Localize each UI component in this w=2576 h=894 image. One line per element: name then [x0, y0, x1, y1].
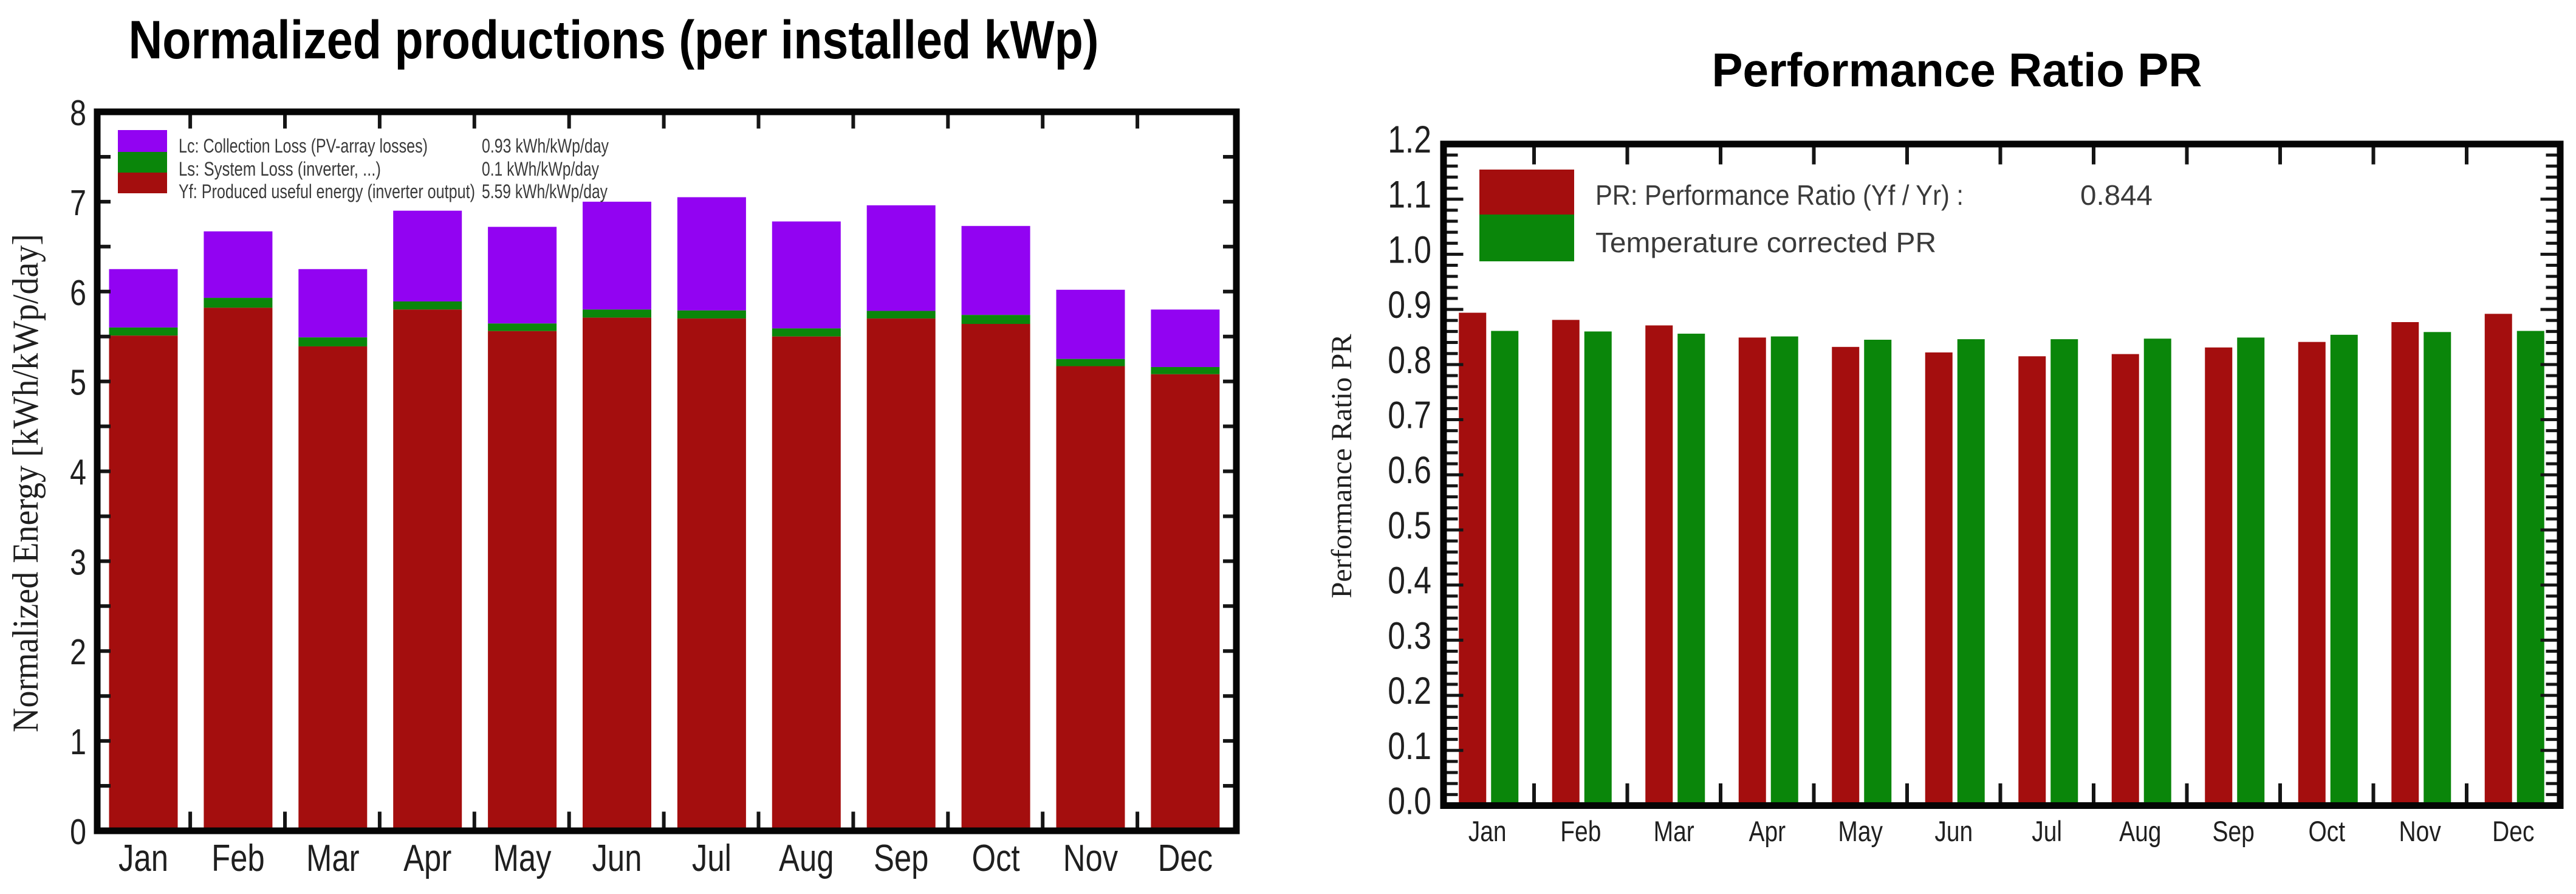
- svg-text:0.7: 0.7: [1388, 394, 1431, 437]
- svg-text:Apr: Apr: [403, 837, 451, 879]
- svg-text:Performance Ratio PR: Performance Ratio PR: [1326, 334, 1358, 599]
- svg-text:0.8: 0.8: [1388, 339, 1431, 382]
- svg-text:Normalized Energy [kWh/kWp/day: Normalized Energy [kWh/kWp/day]: [5, 234, 46, 732]
- svg-text:0.4: 0.4: [1388, 560, 1431, 602]
- svg-text:1: 1: [70, 722, 86, 762]
- svg-text:0.0: 0.0: [1388, 780, 1431, 823]
- svg-text:0.93 kWh/kWp/day: 0.93 kWh/kWp/day: [482, 135, 609, 157]
- svg-text:Lc: Collection Loss (PV-array: Lc: Collection Loss (PV-array losses): [179, 135, 428, 157]
- svg-text:Dec: Dec: [2492, 816, 2534, 848]
- svg-text:Ls: System Loss (inverter, ..: Ls: System Loss (inverter, ...): [179, 158, 381, 180]
- svg-text:6: 6: [70, 273, 86, 313]
- svg-text:May: May: [1838, 816, 1883, 848]
- svg-text:Mar: Mar: [306, 837, 360, 879]
- svg-text:0.1 kWh/kWp/day: 0.1 kWh/kWp/day: [482, 158, 599, 180]
- svg-text:Sep: Sep: [874, 837, 929, 879]
- svg-text:Jul: Jul: [2032, 816, 2062, 848]
- svg-text:Oct: Oct: [972, 837, 1020, 879]
- svg-text:Temperature corrected PR: Temperature corrected PR: [1595, 227, 1936, 258]
- svg-text:Jun: Jun: [1934, 816, 1973, 848]
- svg-text:Oct: Oct: [2309, 816, 2346, 848]
- svg-text:1.0: 1.0: [1388, 229, 1431, 271]
- svg-text:May: May: [493, 837, 552, 879]
- svg-text:Mar: Mar: [1654, 816, 1694, 848]
- svg-text:Aug: Aug: [779, 837, 834, 879]
- svg-text:Dec: Dec: [1158, 837, 1213, 879]
- svg-text:Jan: Jan: [1468, 816, 1507, 848]
- svg-text:Nov: Nov: [1063, 837, 1118, 879]
- svg-text:Feb: Feb: [211, 837, 265, 879]
- svg-text:Apr: Apr: [1749, 816, 1786, 848]
- svg-text:0.2: 0.2: [1388, 670, 1431, 712]
- svg-text:0.3: 0.3: [1388, 614, 1431, 657]
- svg-text:1.1: 1.1: [1388, 174, 1431, 216]
- svg-text:3: 3: [70, 542, 86, 582]
- svg-text:Jul: Jul: [692, 837, 731, 879]
- svg-text:PR: Performance Ratio (Yf / Yr: PR: Performance Ratio (Yf / Yr) :: [1595, 179, 1964, 211]
- svg-text:Sep: Sep: [2213, 816, 2255, 848]
- svg-text:Feb: Feb: [1560, 816, 1601, 848]
- svg-text:Normalized productions (per in: Normalized productions (per installed kW…: [129, 9, 1099, 70]
- svg-text:Nov: Nov: [2399, 816, 2441, 848]
- svg-text:Jun: Jun: [592, 837, 642, 879]
- svg-text:1.2: 1.2: [1388, 119, 1431, 161]
- svg-text:0.1: 0.1: [1388, 725, 1431, 768]
- svg-text:0.6: 0.6: [1388, 449, 1431, 492]
- svg-text:Jan: Jan: [118, 837, 168, 879]
- svg-text:2: 2: [70, 632, 86, 672]
- svg-text:7: 7: [70, 183, 86, 223]
- svg-text:5: 5: [70, 363, 86, 403]
- svg-text:0.9: 0.9: [1388, 284, 1431, 326]
- svg-text:0.844: 0.844: [2080, 179, 2153, 211]
- svg-text:0: 0: [70, 812, 86, 852]
- svg-text:Aug: Aug: [2119, 816, 2161, 848]
- svg-text:4: 4: [70, 453, 86, 493]
- svg-text:Yf: Produced useful energy (i: Yf: Produced useful energy (inverter out…: [179, 181, 475, 202]
- svg-text:Performance Ratio PR: Performance Ratio PR: [1712, 43, 2202, 97]
- svg-text:8: 8: [70, 93, 86, 133]
- svg-text:5.59 kWh/kWp/day: 5.59 kWh/kWp/day: [482, 181, 608, 202]
- svg-text:0.5: 0.5: [1388, 504, 1431, 547]
